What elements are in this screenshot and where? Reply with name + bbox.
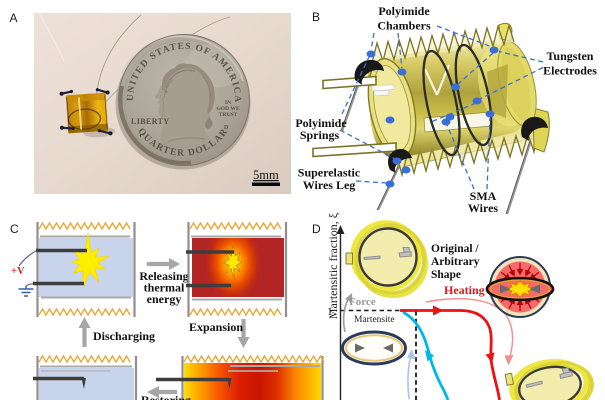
svg-text:Superelastic: Superelastic <box>298 166 361 180</box>
svg-text:Releasing: Releasing <box>139 269 188 283</box>
svg-text:Expansion: Expansion <box>189 320 243 334</box>
svg-text:D: D <box>312 222 321 236</box>
svg-text:Chambers: Chambers <box>377 19 431 33</box>
svg-text:5mm: 5mm <box>253 168 279 182</box>
svg-text:Shape: Shape <box>431 269 461 281</box>
svg-text:thermal: thermal <box>144 281 185 295</box>
svg-text:Arbitrary: Arbitrary <box>431 256 480 268</box>
svg-text:Springs: Springs <box>300 128 340 142</box>
svg-text:energy: energy <box>147 292 182 306</box>
svg-text:B: B <box>312 10 320 24</box>
svg-text:+V: +V <box>11 266 25 277</box>
svg-text:SMA: SMA <box>470 189 497 203</box>
svg-text:Wires: Wires <box>468 201 499 215</box>
svg-text:1: 1 <box>327 306 333 318</box>
svg-text:LIBERTY: LIBERTY <box>131 117 170 126</box>
svg-text:Heating: Heating <box>444 283 485 297</box>
svg-text:Polyimide: Polyimide <box>295 116 347 130</box>
svg-text:Discharging: Discharging <box>93 329 155 343</box>
svg-text:Martensite: Martensite <box>354 315 395 325</box>
svg-text:Polyimide: Polyimide <box>378 4 430 18</box>
svg-text:TRUST: TRUST <box>219 112 238 118</box>
svg-text:Restoring: Restoring <box>141 393 191 400</box>
svg-text:Electrodes: Electrodes <box>543 64 597 78</box>
svg-text:Martensitic fraction, ξ: Martensitic fraction, ξ <box>326 212 340 319</box>
svg-text:IN: IN <box>225 100 231 106</box>
svg-text:Original /: Original / <box>431 243 479 255</box>
svg-text:Tungsten: Tungsten <box>547 49 594 63</box>
svg-text:C: C <box>10 222 19 236</box>
svg-text:Force: Force <box>349 296 376 308</box>
svg-text:Wires Leg: Wires Leg <box>303 178 356 192</box>
svg-text:A: A <box>10 11 18 25</box>
svg-text:GOD WE: GOD WE <box>216 106 240 112</box>
svg-text:D: D <box>224 125 229 131</box>
